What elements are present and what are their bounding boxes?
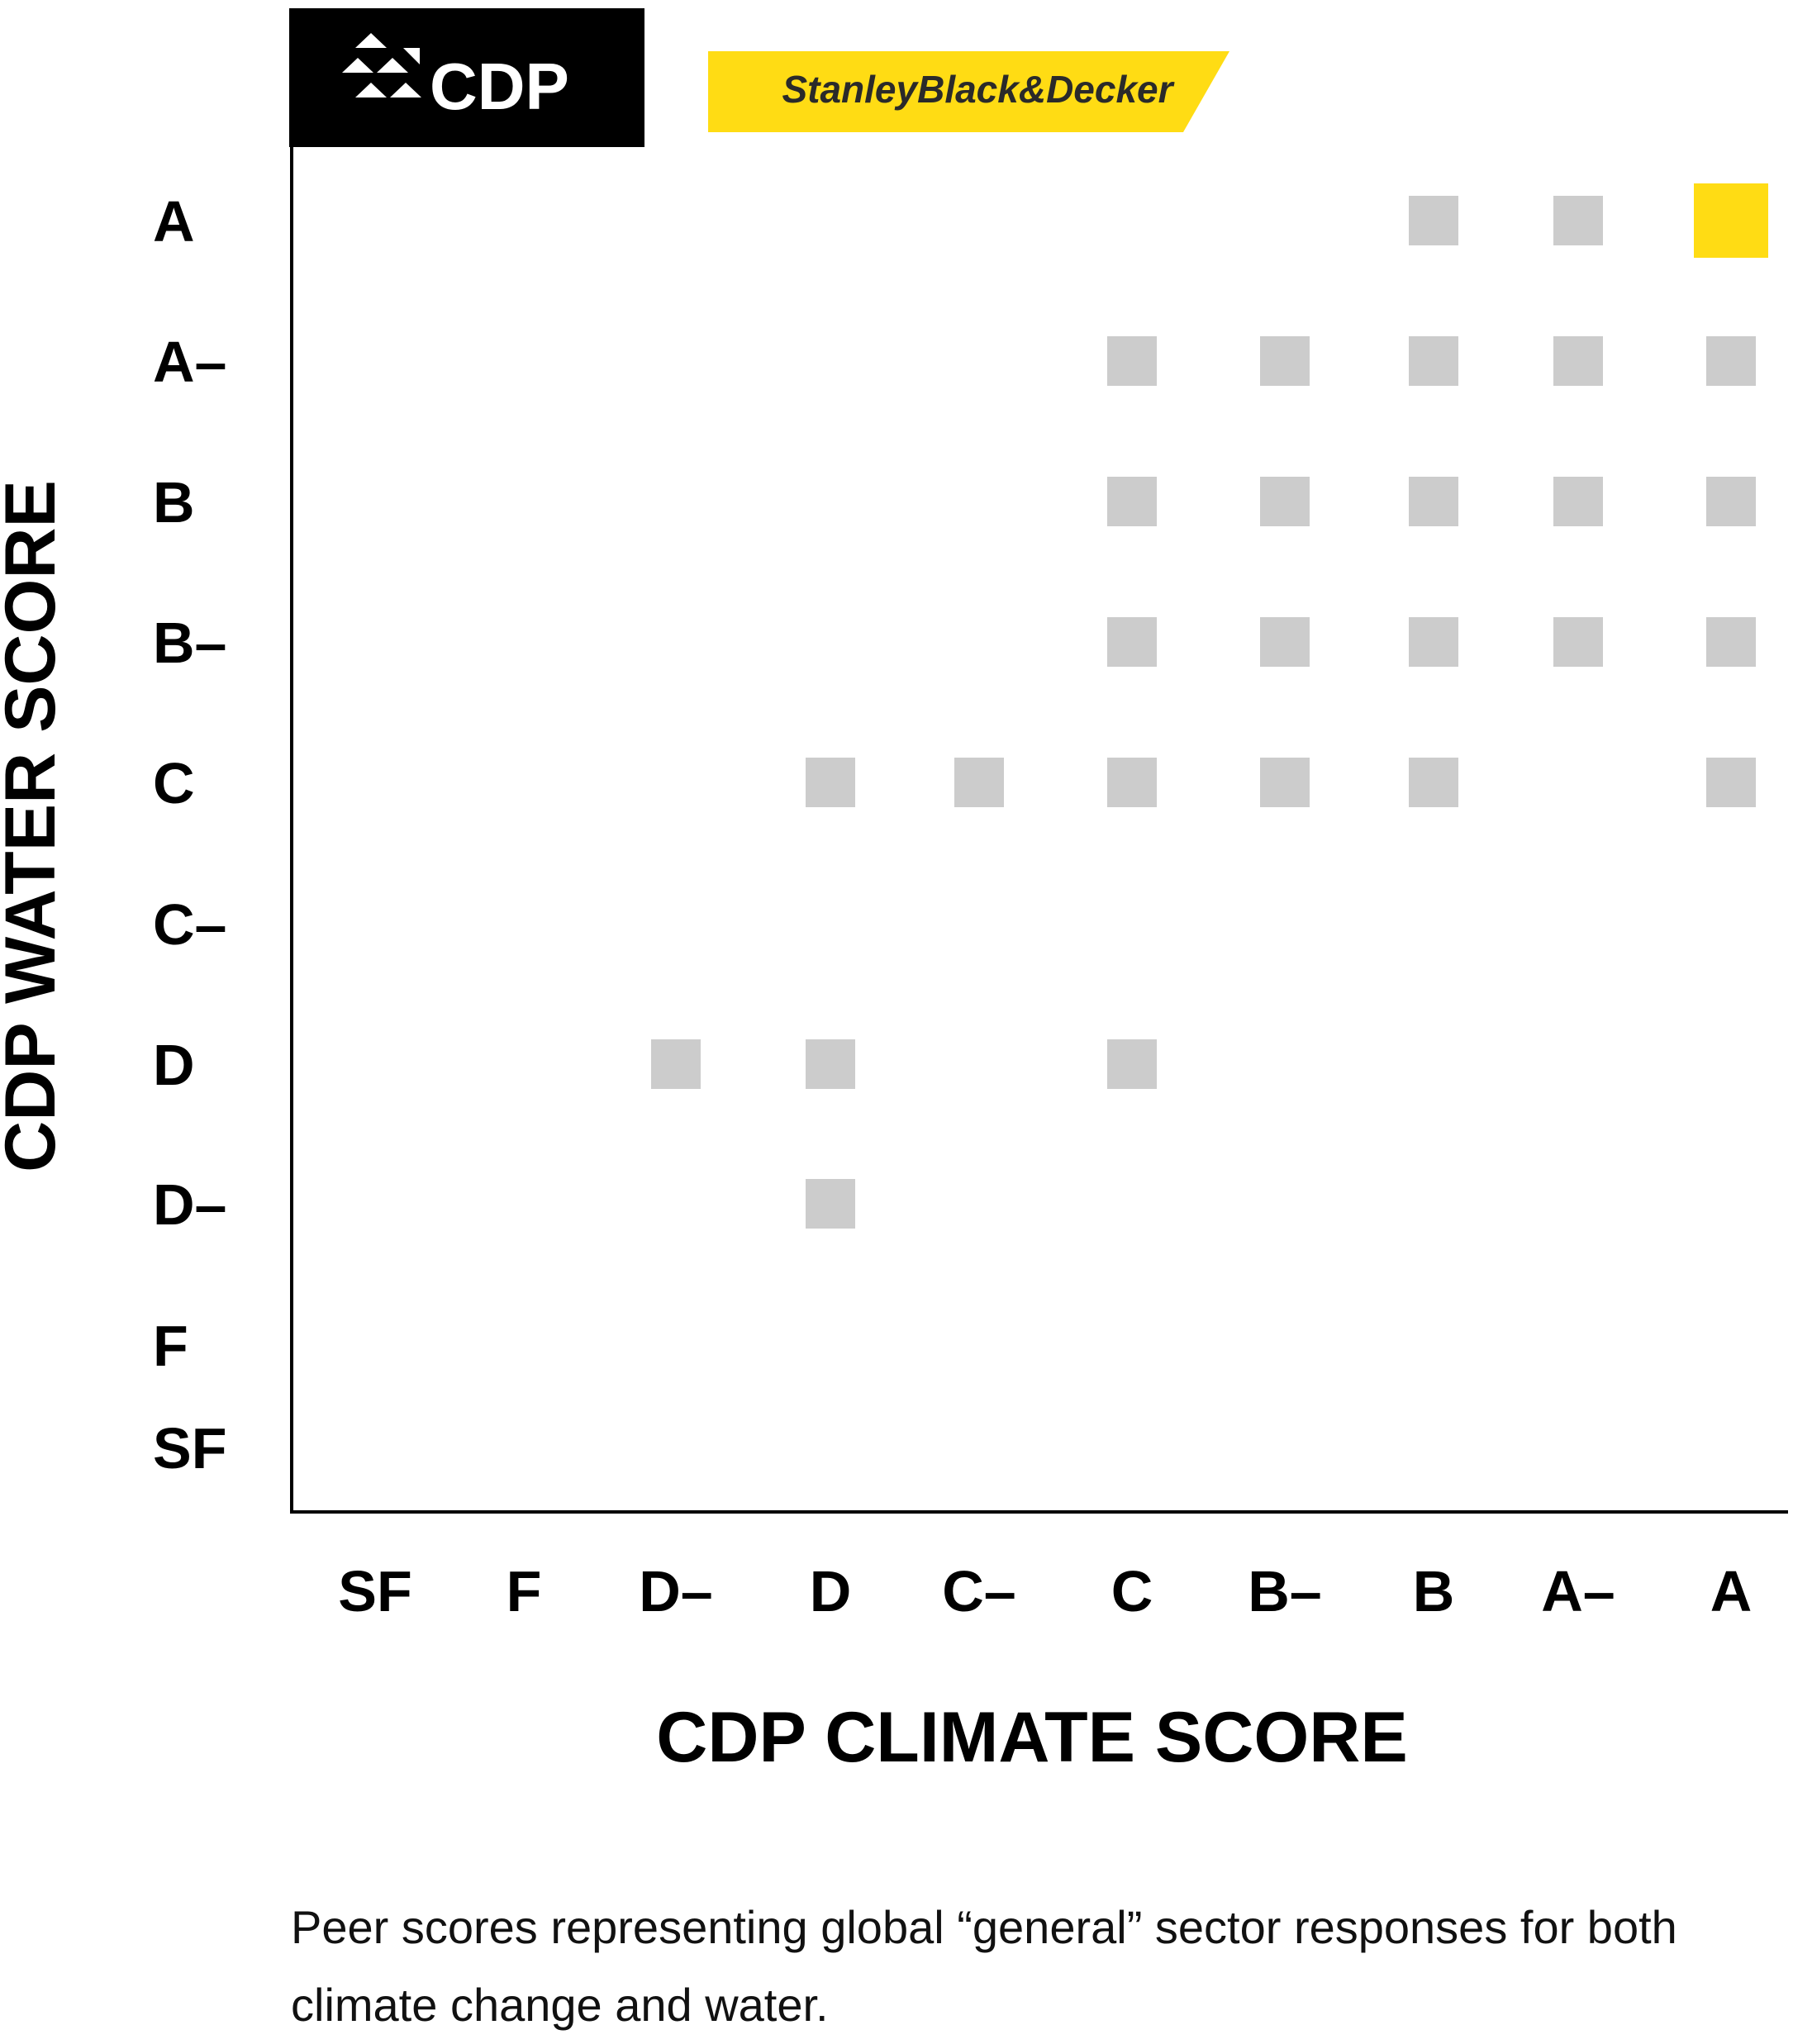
- brand-logo: StanleyBlack&Decker: [708, 51, 1229, 132]
- cdp-logo-text: CDP: [430, 50, 569, 123]
- cdp-logo-mark-icon: [342, 33, 421, 97]
- y-tick-label: C–: [153, 892, 226, 957]
- peer-score-marker: [1260, 336, 1310, 386]
- x-axis-title: CDP CLIMATE SCORE: [656, 1698, 1407, 1777]
- x-tick-label: B: [1413, 1559, 1455, 1623]
- caption: Peer scores representing global “general…: [291, 1901, 1677, 2031]
- peer-score-marker: [1409, 617, 1458, 667]
- x-tick-label: A: [1710, 1559, 1753, 1623]
- y-tick-label: F: [153, 1314, 188, 1378]
- x-tick-label: A–: [1541, 1559, 1615, 1623]
- cdp-logo-background: [289, 8, 644, 147]
- peer-score-marker: [1107, 1039, 1157, 1089]
- peer-score-marker: [1553, 336, 1603, 386]
- brand-logo-text: StanleyBlack&Decker: [782, 68, 1174, 111]
- peer-score-marker: [1107, 758, 1157, 807]
- x-tick-labels: SF F D– D C– C B– B A– A: [338, 1559, 1752, 1623]
- peer-score-marker: [1409, 758, 1458, 807]
- peer-score-marker: [1409, 477, 1458, 526]
- y-tick-label: B: [153, 470, 195, 535]
- peer-score-marker: [806, 1179, 855, 1229]
- peer-score-marker: [1553, 477, 1603, 526]
- peer-score-marker: [1107, 617, 1157, 667]
- peer-score-marker: [954, 758, 1004, 807]
- y-tick-label: A: [153, 189, 195, 254]
- y-tick-label: C: [153, 751, 195, 815]
- peer-score-marker: [1107, 336, 1157, 386]
- y-tick-label: D–: [153, 1172, 226, 1237]
- peer-score-marker: [1260, 617, 1310, 667]
- peer-score-marker: [806, 758, 855, 807]
- peer-score-marker: [1260, 477, 1310, 526]
- x-tick-label: D: [810, 1559, 852, 1623]
- peer-score-marker: [1107, 477, 1157, 526]
- peer-score-marker: [1706, 758, 1756, 807]
- peer-score-marker: [1706, 617, 1756, 667]
- x-tick-label: C: [1111, 1559, 1153, 1623]
- x-tick-label: F: [507, 1559, 542, 1623]
- peer-score-marker: [806, 1039, 855, 1089]
- y-tick-label: D: [153, 1033, 195, 1097]
- peer-score-marker: [1706, 336, 1756, 386]
- y-tick-label: A–: [153, 330, 226, 394]
- x-tick-label: D–: [639, 1559, 712, 1623]
- y-tick-label: B–: [153, 611, 226, 675]
- peer-score-marker: [1409, 196, 1458, 245]
- cdp-logo: CDP: [289, 8, 644, 147]
- score-markers: [651, 183, 1768, 1229]
- x-tick-label: C–: [942, 1559, 1015, 1623]
- brand-logo-background: [708, 51, 1229, 132]
- x-tick-label: SF: [338, 1559, 411, 1623]
- x-tick-label: B–: [1248, 1559, 1321, 1623]
- peer-score-marker: [1553, 196, 1603, 245]
- y-tick-label: SF: [153, 1416, 226, 1481]
- peer-score-marker: [1260, 758, 1310, 807]
- y-tick-labels: A A– B B– C C– D D– F SF: [153, 189, 226, 1481]
- peer-score-marker: [1553, 617, 1603, 667]
- peer-score-marker: [651, 1039, 701, 1089]
- peer-score-marker: [1706, 477, 1756, 526]
- y-axis-title: CDP WATER SCORE: [0, 480, 70, 1172]
- company-score-marker: [1694, 183, 1768, 258]
- peer-score-marker: [1409, 336, 1458, 386]
